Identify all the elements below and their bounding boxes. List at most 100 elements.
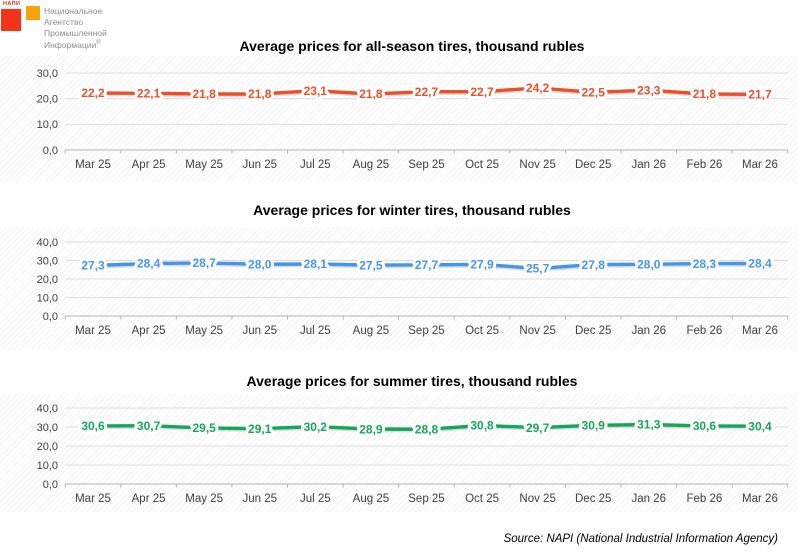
logo-name-text: Национальное Агентство Промышленной Инфо… (44, 6, 107, 51)
logo-red-square (1, 9, 21, 31)
x-tick-label: Aug 25 (353, 325, 389, 337)
x-tick-label: Dec 25 (575, 325, 611, 337)
data-point-label: 28,4 (137, 257, 161, 271)
data-point-label: 22,2 (81, 86, 105, 100)
x-tick-label: Jun 25 (242, 493, 277, 505)
logo-name-line: Национальное (44, 6, 103, 16)
data-point-label: 21,7 (748, 88, 772, 102)
data-point-label: 30,2 (304, 420, 328, 434)
x-tick-label: Dec 25 (575, 159, 611, 171)
x-tick-label: Jan 26 (632, 325, 667, 337)
logo-name-line: Информации® (44, 40, 101, 51)
x-tick-label: Jul 25 (300, 159, 331, 171)
y-tick-label: 40,0 (37, 237, 58, 249)
x-tick-label: Mar 26 (742, 325, 778, 337)
chart-title-summer: Average prices for summer tires, thousan… (246, 373, 578, 389)
data-point-label: 29,1 (248, 422, 272, 436)
data-point-label: 23,3 (637, 83, 661, 97)
y-tick-label: 20,0 (37, 93, 58, 105)
y-tick-label: 30,0 (37, 68, 58, 80)
x-tick-label: Apr 25 (132, 493, 166, 505)
data-point-label: 27,8 (582, 258, 606, 272)
y-tick-label: 30,0 (37, 422, 58, 434)
chart-title-winter: Average prices for winter tires, thousan… (253, 202, 571, 218)
x-tick-label: May 25 (185, 325, 223, 337)
registered-mark: ® (96, 40, 101, 47)
x-tick-label: Feb 26 (686, 325, 722, 337)
data-point-label: 24,2 (526, 81, 550, 95)
data-point-label: 28,1 (304, 257, 328, 271)
y-tick-label: 20,0 (37, 441, 58, 453)
x-tick-label: Jun 25 (242, 159, 277, 171)
data-point-label: 21,8 (192, 87, 216, 101)
x-tick-label: Oct 25 (465, 159, 499, 171)
data-point-label: 29,7 (526, 421, 550, 435)
x-tick-label: Oct 25 (465, 493, 499, 505)
data-point-label: 28,0 (637, 257, 661, 271)
x-tick-label: May 25 (185, 493, 223, 505)
x-tick-label: Sep 25 (408, 325, 444, 337)
logo-name-line: Агентство (44, 16, 84, 27)
x-tick-label: Apr 25 (132, 159, 166, 171)
series-line (91, 422, 762, 431)
data-point-label: 27,7 (415, 258, 439, 272)
data-point-label: 30,6 (693, 419, 717, 433)
data-point-label: 30,7 (137, 419, 161, 433)
y-tick-label: 20,0 (37, 274, 58, 286)
data-point-label: 23,1 (304, 84, 328, 98)
x-tick-label: Sep 25 (408, 493, 444, 505)
napi-logo: НАПИ Национальное Агентство Промышленной… (0, 0, 140, 60)
y-tick-label: 10,0 (37, 119, 58, 131)
x-tick-label: Mar 26 (742, 493, 778, 505)
data-point-label: 27,5 (359, 258, 383, 272)
series-line-shadow (92, 424, 763, 433)
x-tick-label: Mar 25 (75, 325, 111, 337)
data-point-label: 21,8 (248, 87, 272, 101)
y-tick-label: 0,0 (43, 479, 58, 491)
x-tick-label: Jul 25 (300, 325, 331, 337)
data-point-label: 30,6 (81, 419, 105, 433)
y-tick-label: 0,0 (43, 145, 58, 157)
x-tick-label: Jun 25 (242, 325, 277, 337)
logo-orange-square (26, 6, 40, 20)
y-tick-label: 0,0 (43, 311, 58, 323)
logo-acronym-text: НАПИ (3, 1, 21, 7)
data-point-label: 31,3 (637, 418, 661, 432)
y-tick-label: 10,0 (37, 292, 58, 304)
series-line (91, 86, 762, 97)
y-tick-label: 40,0 (37, 403, 58, 415)
x-tick-label: Oct 25 (465, 325, 499, 337)
data-point-label: 25,7 (526, 262, 550, 276)
source-note: Source: NAPI (National Industrial Inform… (503, 533, 778, 545)
x-tick-label: Nov 25 (519, 159, 555, 171)
data-point-label: 22,7 (415, 85, 439, 99)
chart-title-all-season: Average prices for all-season tires, tho… (239, 38, 585, 54)
data-point-label: 29,5 (192, 421, 216, 435)
data-point-label: 30,9 (582, 418, 606, 432)
data-point-label: 22,1 (137, 86, 161, 100)
data-point-label: 28,7 (192, 256, 216, 270)
hatch-band-all-season (0, 56, 798, 182)
hatch-band-winter (0, 227, 798, 350)
hatch-band-summer (0, 394, 798, 512)
x-tick-label: Dec 25 (575, 493, 611, 505)
x-tick-label: Jan 26 (632, 493, 667, 505)
x-tick-label: Jan 26 (632, 159, 667, 171)
x-tick-label: Mar 25 (75, 159, 111, 171)
data-point-label: 22,5 (582, 85, 606, 99)
series-line-shadow (92, 263, 763, 272)
data-point-label: 28,0 (248, 257, 272, 271)
x-tick-label: May 25 (185, 159, 223, 171)
x-tick-label: Feb 26 (686, 493, 722, 505)
x-tick-label: Sep 25 (408, 159, 444, 171)
x-tick-label: Aug 25 (353, 493, 389, 505)
x-tick-label: Aug 25 (353, 159, 389, 171)
chart-1: 0,0 10,0 20,0 30,0 40,0 Mar 25 Apr 25 May 25 Jun… (37, 237, 789, 337)
x-tick-label: Nov 25 (519, 325, 555, 337)
data-point-label: 22,7 (470, 85, 494, 99)
y-tick-label: 30,0 (37, 255, 58, 267)
data-point-label: 30,4 (748, 419, 772, 433)
x-tick-label: Mar 25 (75, 493, 111, 505)
